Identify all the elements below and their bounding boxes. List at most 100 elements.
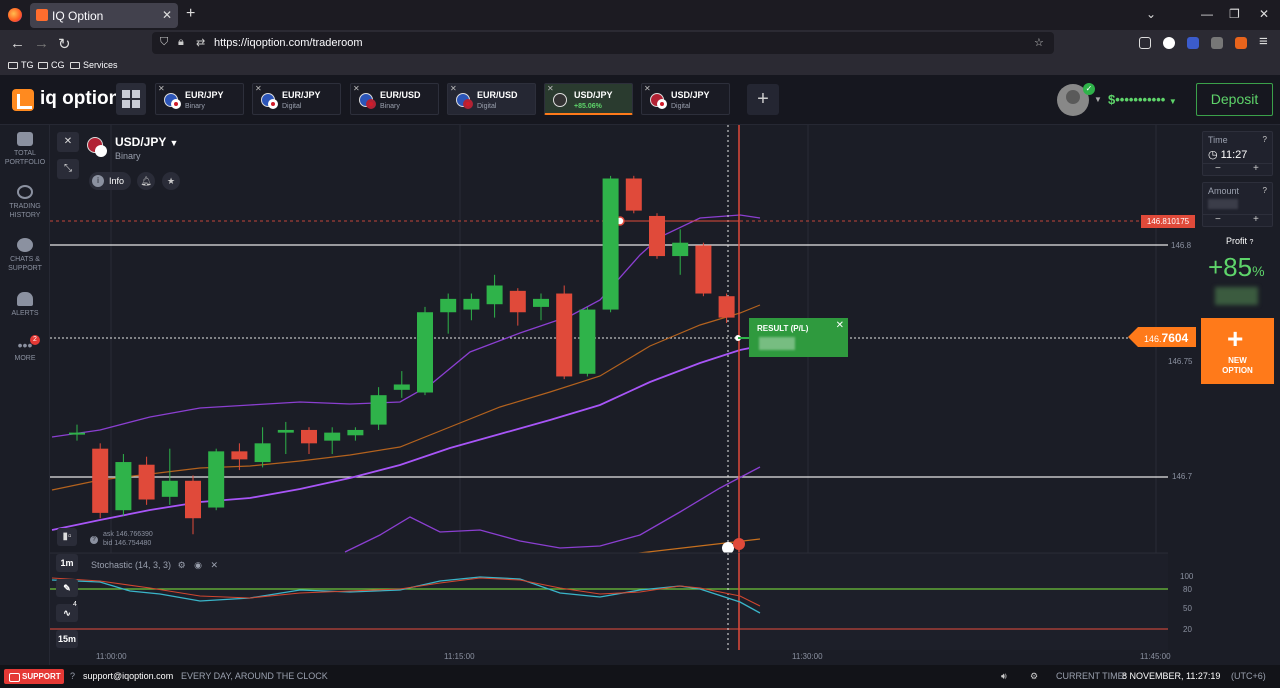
close-icon[interactable]: ✕ <box>450 84 457 93</box>
candle-timeframe-button[interactable]: 15m <box>56 630 78 648</box>
back-button[interactable]: ← <box>10 35 25 52</box>
help-icon[interactable]: ? <box>90 536 98 544</box>
chevron-down-icon[interactable]: ▼ <box>169 138 179 148</box>
extension-account-icon[interactable] <box>1163 37 1175 49</box>
add-asset-button[interactable]: + <box>747 84 779 115</box>
chevron-down-icon[interactable]: ▼ <box>1094 95 1102 104</box>
info-button[interactable]: i Info <box>89 172 131 190</box>
settings-gear-icon[interactable]: ⚙ <box>1030 671 1039 681</box>
settings-gear-icon[interactable]: ⚙ <box>177 560 186 570</box>
extension-translate-icon[interactable] <box>1187 37 1199 49</box>
iqoption-logo-icon[interactable] <box>12 89 34 111</box>
amount-plus-button[interactable]: + <box>1253 214 1259 225</box>
price-level-label: 146.7 <box>1172 472 1193 481</box>
pocket-icon[interactable] <box>1139 37 1151 49</box>
candle-body <box>347 429 364 436</box>
time-axis-label: 11:30:00 <box>792 652 823 661</box>
close-icon[interactable]: ✕ <box>255 84 262 93</box>
close-icon[interactable]: ✕ <box>353 84 360 93</box>
time-minus-button[interactable]: − <box>1215 163 1221 174</box>
sidebar-item-chats-support[interactable]: CHATS & SUPPORT <box>0 238 50 273</box>
timeframe-button[interactable]: 1m <box>56 554 78 572</box>
asset-tab-eurjpy-digital[interactable]: ✕ EUR/JPY Digital <box>252 83 341 115</box>
extension-fox-icon[interactable] <box>1235 37 1247 49</box>
candle-body <box>254 443 271 463</box>
help-icon[interactable]: ? <box>1262 186 1267 195</box>
close-tab-icon[interactable]: ✕ <box>161 8 172 22</box>
support-button[interactable]: SUPPORT <box>4 669 64 684</box>
result-popup[interactable]: RESULT (P/L) ✕ <box>749 318 848 357</box>
flag-jp-icon <box>268 99 278 109</box>
asset-tab-usdjpy-digital[interactable]: ✕ USD/JPY Digital <box>641 83 730 115</box>
time-plus-button[interactable]: + <box>1253 163 1259 174</box>
minimize-button[interactable]: — <box>1201 7 1213 21</box>
asset-tab-eurusd-binary[interactable]: ✕ EUR/USD Binary <box>350 83 439 115</box>
amount-input[interactable]: Amount ? − + <box>1202 182 1273 227</box>
close-icon[interactable]: ✕ <box>210 560 219 570</box>
maximize-button[interactable]: ❐ <box>1229 7 1240 21</box>
favorite-star-button[interactable]: ★ <box>162 172 180 190</box>
pair-selector[interactable]: USD/JPY ▼ <box>115 135 179 149</box>
candle-body <box>672 242 689 257</box>
deposit-button[interactable]: Deposit <box>1196 83 1273 116</box>
time-axis-label: 11:45:00 <box>1140 652 1171 661</box>
iqoption-favicon-icon <box>36 9 48 21</box>
chevron-down-icon[interactable]: ▼ <box>1168 97 1177 106</box>
candle-body <box>533 298 549 307</box>
eye-icon[interactable]: ◉ <box>194 560 203 570</box>
tracking-shield-icon[interactable]: ⛉ <box>160 36 169 48</box>
url-bar[interactable]: ⛉ 🔒︎ ⇄ https://iqoption.com/traderoom ☆ <box>152 32 1054 54</box>
close-icon[interactable]: ✕ <box>644 84 651 93</box>
chart-type-button[interactable]: ▮▫ <box>57 528 77 546</box>
close-icon[interactable]: ✕ <box>835 320 844 331</box>
asset-tab-eurusd-digital[interactable]: ✕ EUR/USD Digital <box>447 83 536 115</box>
sidebar-item-total-portfolio[interactable]: TOTAL PORTFOLIO <box>0 132 50 167</box>
draw-tool-icon[interactable]: ✎ <box>56 579 78 597</box>
new-option-button[interactable]: + NEW OPTION <box>1201 318 1274 384</box>
candle-body <box>370 395 387 425</box>
close-icon[interactable]: ✕ <box>158 84 165 93</box>
sound-icon[interactable]: 🔊︎ <box>1001 671 1007 681</box>
lock-icon[interactable]: 🔒︎ <box>178 36 184 48</box>
asset-tab-usdjpy-active[interactable]: ✕ USD/JPY +85.06% <box>544 83 633 115</box>
extension-shield-icon[interactable] <box>1211 37 1223 49</box>
bookmark-folder-services[interactable]: Services <box>70 60 118 70</box>
price-level-label: 146.8 <box>1171 241 1192 250</box>
briefcase-icon <box>17 132 33 146</box>
new-tab-button[interactable]: + <box>186 5 196 22</box>
amount-minus-button[interactable]: − <box>1215 214 1221 225</box>
candle-body <box>208 451 225 508</box>
close-icon[interactable]: ✕ <box>547 84 554 93</box>
time-selector[interactable]: Time ? ◷ 11:27 − + <box>1202 131 1273 176</box>
sidebar-item-more[interactable]: ••• MORE <box>0 338 50 363</box>
bookmark-folder-cg[interactable]: CG <box>38 60 65 70</box>
bookmark-star-icon[interactable]: ☆ <box>1034 37 1044 49</box>
reload-button[interactable]: ↻ <box>58 36 71 53</box>
browser-tab[interactable]: IQ Option ✕ <box>30 3 178 28</box>
url-text: https://iqoption.com/traderoom <box>214 37 363 49</box>
tab-list-icon[interactable]: ⌄ <box>1146 7 1157 21</box>
collapse-icon[interactable]: ⤡ <box>57 159 79 179</box>
indicators-icon[interactable]: ∿ <box>56 604 78 622</box>
menu-icon[interactable]: ≡ <box>1259 33 1268 50</box>
indicator-count-badge: 4 <box>73 601 77 608</box>
help-icon[interactable]: ? <box>1249 239 1254 246</box>
alert-bell-button[interactable]: 🔔︎ <box>137 172 155 190</box>
bookmark-folder-tg[interactable]: TG <box>8 60 34 70</box>
asset-tab-eurjpy-binary[interactable]: ✕ EUR/JPY Binary <box>155 83 244 115</box>
forward-button[interactable]: → <box>34 35 49 52</box>
sidebar-item-alerts[interactable]: ALERTS <box>0 292 50 318</box>
timezone-label: (UTC+6) <box>1231 671 1266 681</box>
stochastic-level-label: 20 <box>1183 625 1192 634</box>
sidebar-item-trading-history[interactable]: TRADING HISTORY <box>0 185 50 220</box>
chart-area[interactable] <box>50 125 1200 665</box>
close-chart-button[interactable]: ✕ <box>57 132 79 152</box>
close-window-button[interactable]: ✕ <box>1259 7 1270 21</box>
assets-grid-button[interactable] <box>116 83 146 115</box>
support-email-link[interactable]: support@iqoption.com <box>83 671 174 681</box>
help-icon[interactable]: ? <box>1262 135 1267 144</box>
permissions-icon[interactable]: ⇄ <box>196 37 206 49</box>
balance-display[interactable]: $••••••••••• ▼ <box>1108 92 1177 107</box>
price-chart[interactable] <box>50 125 1200 665</box>
logo-text[interactable]: iq option <box>40 88 121 109</box>
